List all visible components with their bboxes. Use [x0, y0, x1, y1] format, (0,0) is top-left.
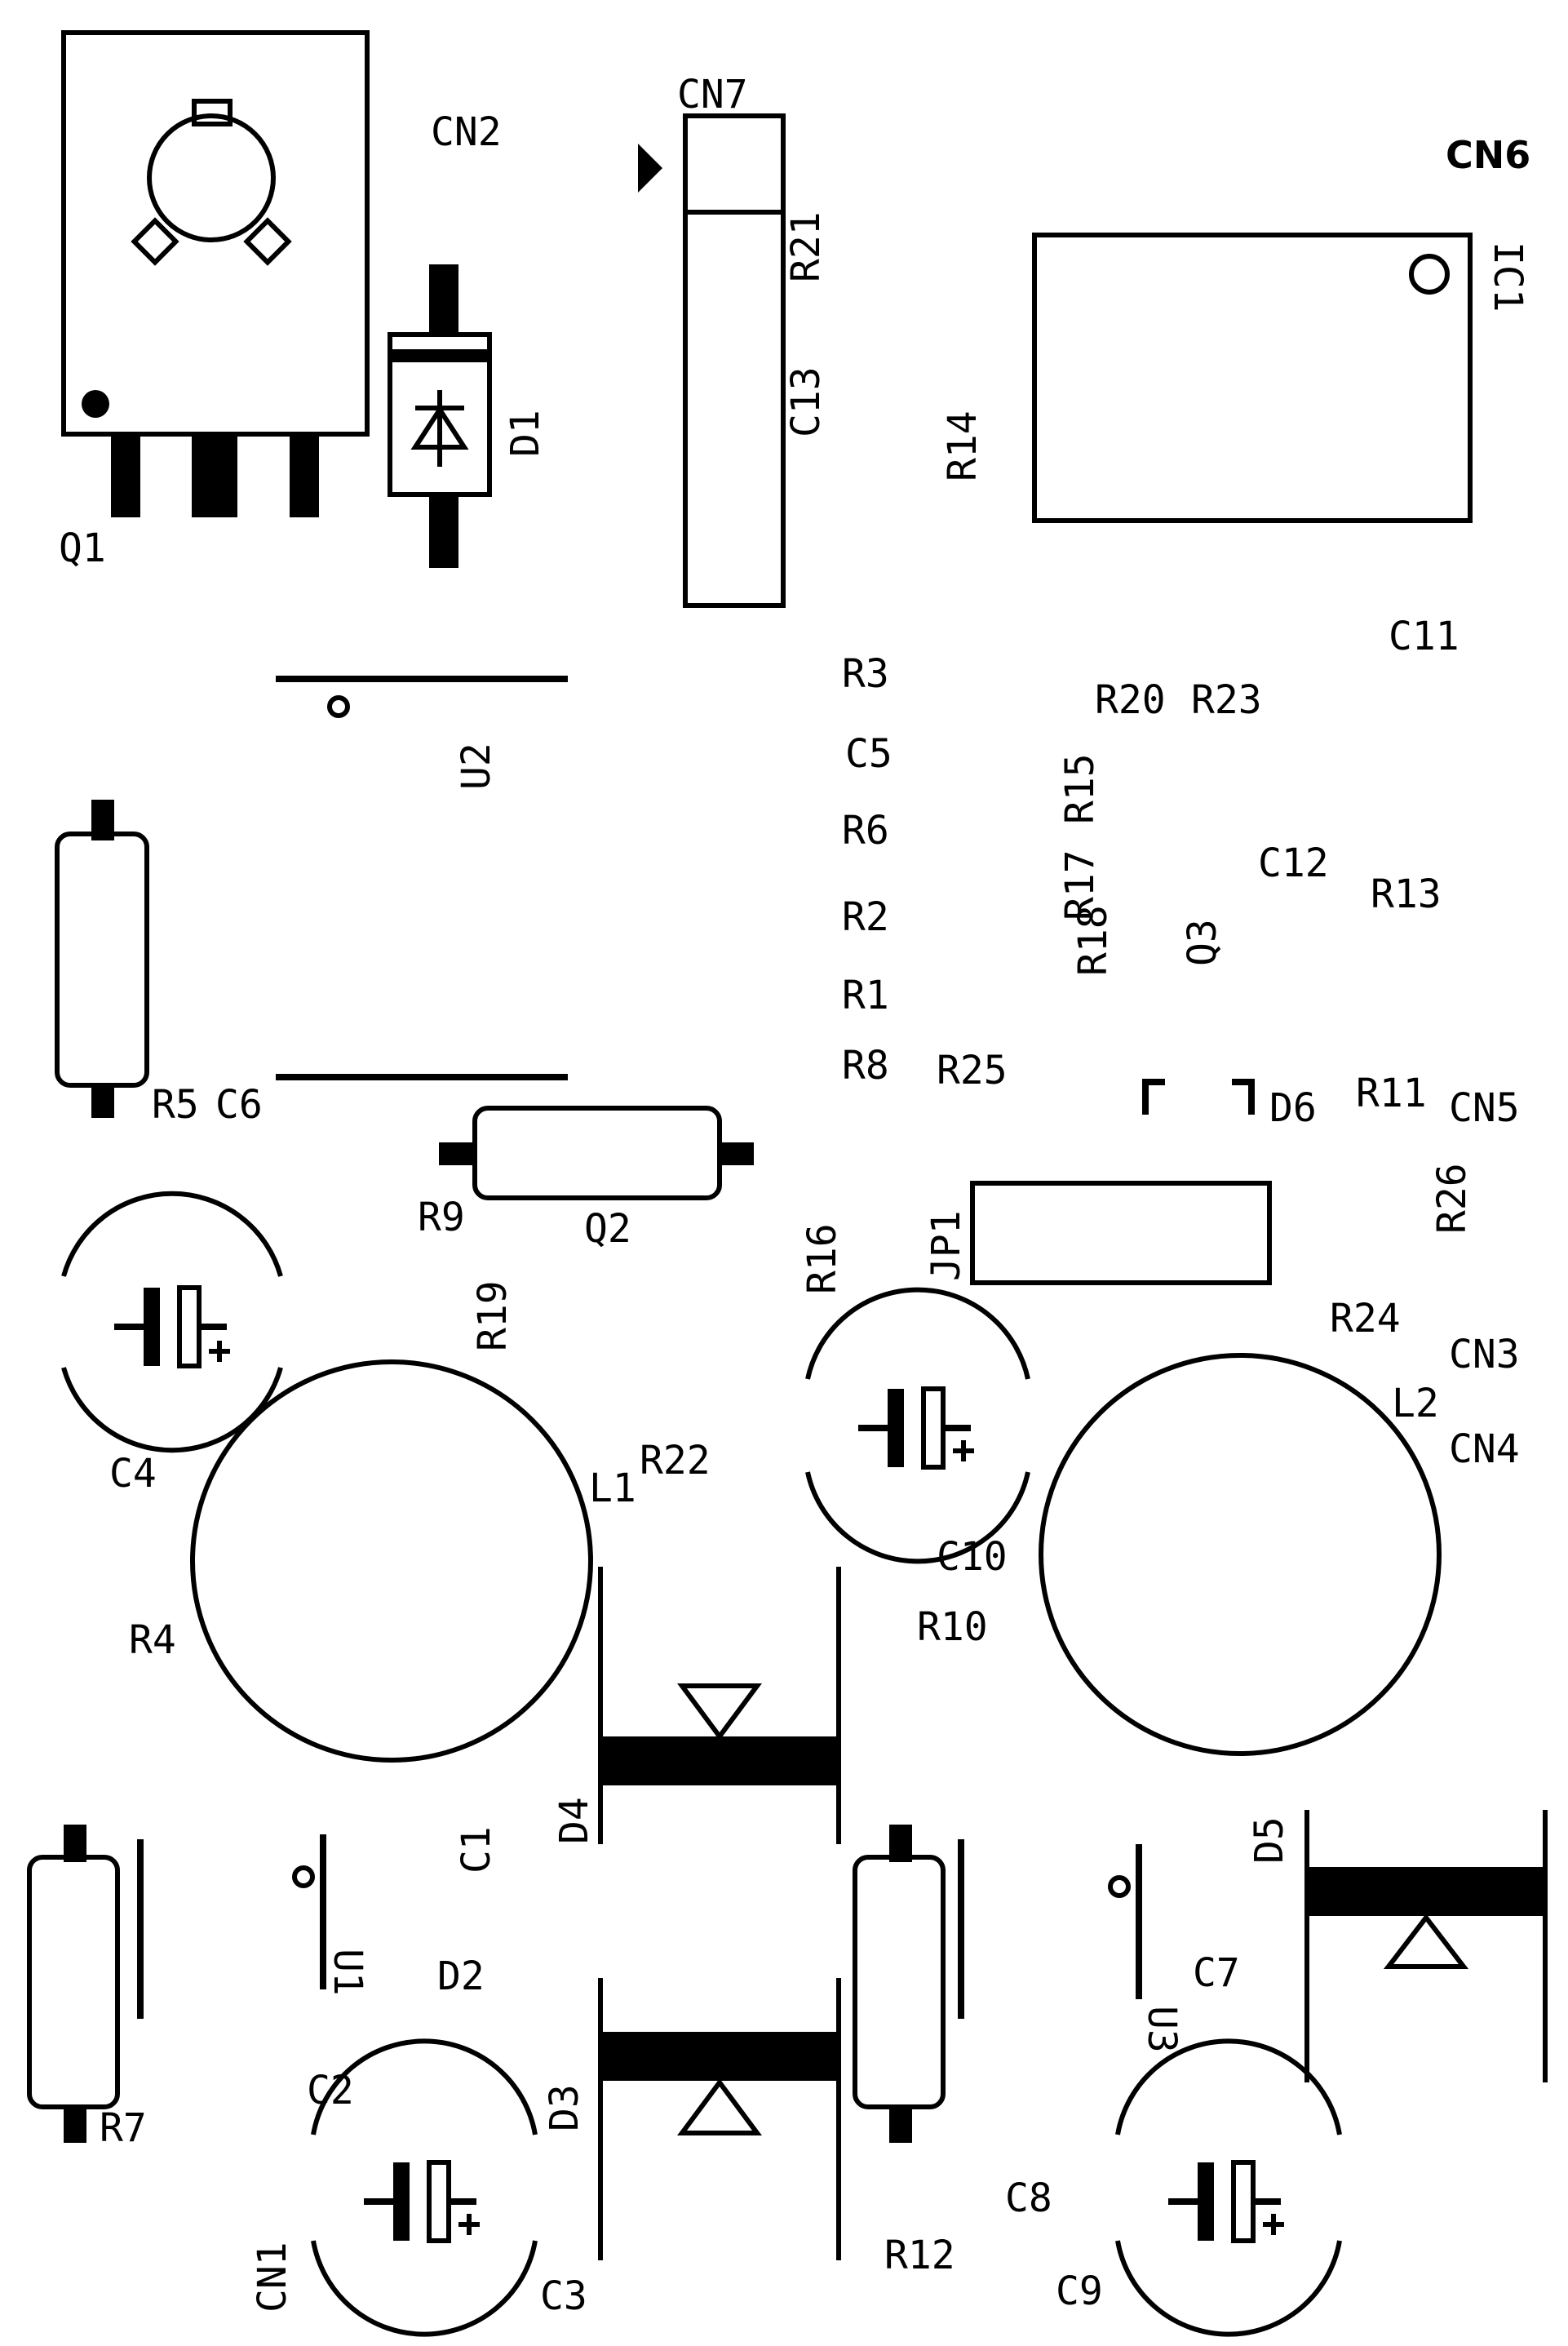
label-c2: C2: [307, 2068, 354, 2113]
q1-footprint: [61, 30, 370, 517]
label-u3: U3: [1139, 2006, 1185, 2053]
label-r23: R23: [1191, 677, 1262, 723]
label-r4: R4: [129, 1617, 176, 1663]
label-c12: C12: [1258, 840, 1329, 886]
r12-footprint: [853, 1825, 964, 2143]
label-c11: C11: [1389, 614, 1459, 659]
label-d6: D6: [1269, 1085, 1317, 1131]
l2-footprint: [1039, 1353, 1442, 1756]
label-r19: R19: [470, 1280, 516, 1351]
label-r22: R22: [640, 1438, 711, 1483]
label-c3: C3: [540, 2273, 587, 2319]
label-r1: R1: [842, 973, 889, 1018]
label-r25: R25: [937, 1048, 1008, 1093]
label-r26: R26: [1429, 1163, 1475, 1234]
label-r11: R11: [1356, 1071, 1427, 1116]
label-u1: U1: [325, 1949, 370, 1996]
label-r3: R3: [842, 651, 889, 697]
label-r12: R12: [884, 2233, 955, 2278]
d1-footprint: [388, 264, 492, 568]
label-r5: R5: [152, 1082, 199, 1128]
label-c6: C6: [215, 1082, 263, 1128]
label-c8: C8: [1005, 2175, 1052, 2221]
label-cn5: CN5: [1449, 1085, 1520, 1131]
label-r7: R7: [100, 2105, 147, 2151]
label-l2: L2: [1392, 1381, 1439, 1426]
c10-footprint: [805, 1287, 1030, 1564]
label-u2: U2: [454, 743, 499, 790]
label-r6: R6: [842, 808, 889, 854]
label-cn1: CN1: [250, 2242, 295, 2313]
label-jp1: JP1: [924, 1210, 969, 1281]
r9-footprint: [439, 1106, 754, 1200]
u3-footprint: [1108, 1844, 1142, 1999]
d6-footprint: [1142, 1079, 1255, 1115]
label-cn6: CN6: [1446, 133, 1530, 177]
label-d3: D3: [542, 2084, 587, 2131]
l1-footprint: [190, 1359, 593, 1763]
label-r24: R24: [1330, 1296, 1401, 1342]
label-r17: R17: [1057, 849, 1103, 920]
label-r8: R8: [842, 1043, 889, 1089]
label-r18: R18: [1070, 905, 1116, 976]
u2-footprint: [276, 676, 568, 1080]
label-cn7: CN7: [677, 72, 748, 118]
label-d2: D2: [437, 1954, 485, 1999]
label-r9: R9: [418, 1195, 465, 1240]
label-c10: C10: [937, 1534, 1008, 1580]
label-r14: R14: [940, 410, 986, 481]
label-r16: R16: [800, 1223, 845, 1294]
label-ic1: IC1: [1485, 242, 1530, 313]
jp1-footprint: [970, 1181, 1272, 1285]
label-c13: C13: [783, 366, 829, 437]
r7-footprint: [27, 1825, 144, 2143]
label-d4: D4: [551, 1797, 597, 1844]
label-l1: L1: [589, 1466, 636, 1511]
label-r10: R10: [917, 1604, 988, 1650]
label-cn3: CN3: [1449, 1332, 1520, 1377]
ic1-footprint: [1032, 233, 1473, 523]
d5-footprint: [1304, 1810, 1548, 2082]
label-r21: R21: [783, 211, 829, 282]
u1-footprint: [292, 1834, 326, 1989]
c9-footprint: [1115, 2038, 1342, 2337]
label-c1: C1: [454, 1826, 499, 1874]
label-cn4: CN4: [1449, 1426, 1520, 1472]
cn7-footprint: [638, 113, 786, 608]
r5-footprint: [55, 800, 149, 1118]
label-r20: R20: [1095, 677, 1166, 723]
label-cn2: CN2: [431, 109, 502, 155]
c2-footprint: [311, 2038, 538, 2337]
label-d1: D1: [503, 410, 548, 457]
labels: Q1 CN2 CN7 CN6 D1 R21 C13 R14 IC1 C11 R3…: [59, 72, 1530, 2319]
c4-footprint: [61, 1191, 283, 1453]
label-q1: Q1: [59, 526, 106, 571]
d3-footprint: [598, 1978, 841, 2260]
label-d5: D5: [1247, 1816, 1292, 1864]
label-r2: R2: [842, 894, 889, 940]
d4-footprint: [598, 1567, 841, 1844]
label-c4: C4: [109, 1451, 157, 1497]
label-r15: R15: [1057, 753, 1103, 824]
label-c7: C7: [1193, 1950, 1240, 1996]
label-c5: C5: [845, 731, 893, 777]
label-q3: Q3: [1180, 919, 1225, 966]
label-r13: R13: [1371, 871, 1442, 917]
label-c9: C9: [1056, 2268, 1103, 2314]
label-q2: Q2: [584, 1206, 631, 1252]
